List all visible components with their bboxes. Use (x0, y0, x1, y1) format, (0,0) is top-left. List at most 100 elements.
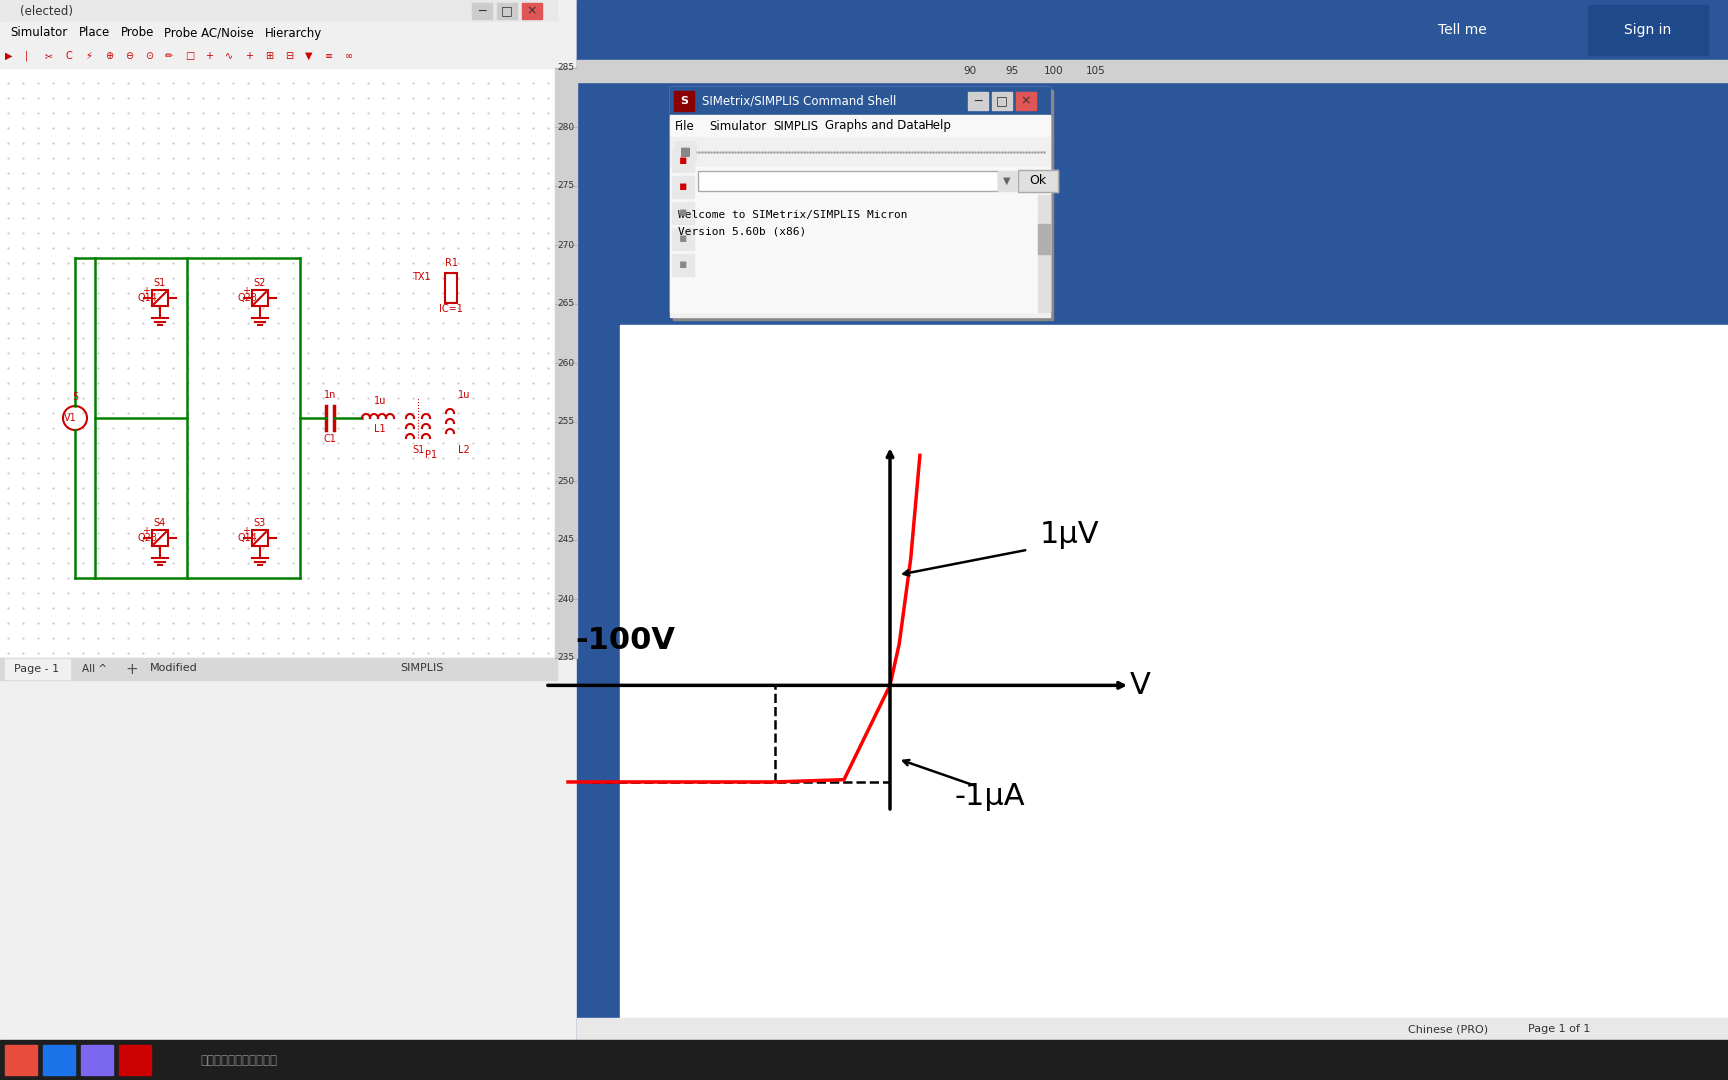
Text: Sign in: Sign in (1624, 23, 1671, 37)
Text: ≡: ≡ (325, 51, 334, 60)
Bar (1018, 170, 1058, 192)
Text: 100: 100 (1044, 66, 1064, 76)
Bar (152, 530, 168, 546)
Text: ∿: ∿ (225, 51, 233, 60)
Text: 275: 275 (558, 181, 575, 190)
Text: Probe: Probe (121, 27, 154, 40)
Text: ▪: ▪ (679, 180, 688, 193)
Text: TX1: TX1 (411, 272, 430, 282)
Text: L2: L2 (458, 445, 470, 455)
Text: Graphs and Data: Graphs and Data (824, 120, 926, 133)
Bar (674, 91, 695, 111)
Text: 这里输入你要搜索的内容: 这里输入你要搜索的内容 (200, 1053, 276, 1067)
Text: 260: 260 (558, 359, 575, 367)
Text: File: File (676, 120, 695, 133)
Text: □: □ (995, 94, 1007, 108)
Text: Chinese (PRO): Chinese (PRO) (1408, 1024, 1488, 1034)
Text: +: + (242, 526, 251, 536)
Text: ■: ■ (679, 147, 689, 157)
Text: Version 5.60b (x86): Version 5.60b (x86) (677, 227, 807, 237)
Bar (446, 273, 456, 303)
Text: C: C (66, 51, 73, 60)
Text: V: V (1130, 671, 1151, 700)
Bar (5, 659, 71, 679)
Text: Ok: Ok (1030, 175, 1047, 188)
Text: 245: 245 (558, 536, 574, 544)
Text: +: + (206, 51, 213, 60)
Text: Page 1 of 1: Page 1 of 1 (1528, 1024, 1590, 1034)
Bar (252, 291, 268, 306)
Text: ✂: ✂ (45, 51, 54, 60)
Text: ⊟: ⊟ (285, 51, 294, 60)
Bar (676, 141, 695, 162)
Text: ▪: ▪ (679, 206, 688, 219)
Bar (577, 60, 1728, 82)
Text: +: + (142, 526, 150, 536)
Text: -100V: -100V (575, 626, 676, 654)
Text: Help: Help (924, 120, 952, 133)
Bar (0, 658, 556, 680)
Text: 5: 5 (73, 392, 78, 402)
Text: SIMPLIS: SIMPLIS (399, 663, 444, 673)
Text: □: □ (185, 51, 194, 60)
Text: 285: 285 (558, 64, 575, 72)
Bar (968, 92, 988, 110)
Bar (0, 44, 556, 68)
Bar (81, 1045, 112, 1075)
Text: V1: V1 (64, 413, 76, 423)
Text: SIMPLIS: SIMPLIS (772, 120, 817, 133)
Text: P1: P1 (425, 450, 437, 460)
Text: ✏: ✏ (164, 51, 173, 60)
Text: 280: 280 (558, 122, 575, 132)
Bar (670, 167, 1051, 195)
Text: ▶: ▶ (5, 51, 12, 60)
Text: 250: 250 (558, 476, 575, 486)
Text: ∞: ∞ (346, 51, 353, 60)
Text: 235: 235 (558, 653, 575, 662)
Text: S: S (681, 96, 688, 106)
Bar (1039, 195, 1051, 312)
Bar (498, 3, 517, 19)
Bar (672, 176, 695, 198)
Text: ─: ─ (479, 4, 486, 17)
Text: ⊖: ⊖ (124, 51, 133, 60)
Bar (672, 254, 695, 276)
Text: ─: ─ (975, 94, 982, 108)
Bar (999, 171, 1016, 191)
Text: Q23: Q23 (238, 293, 257, 303)
Text: 1: 1 (35, 663, 41, 673)
Bar (0, 1040, 1728, 1080)
Bar (676, 141, 695, 162)
Bar (670, 87, 1051, 318)
Text: ×: × (1021, 94, 1032, 108)
Bar (252, 530, 268, 546)
Text: ■: ■ (679, 147, 689, 157)
Text: 1u: 1u (373, 396, 385, 406)
Bar (472, 3, 492, 19)
Bar (676, 141, 695, 162)
Text: |: | (24, 51, 28, 62)
Bar (1588, 5, 1707, 55)
Bar (670, 195, 1051, 312)
Text: +: + (245, 51, 252, 60)
Bar (119, 1045, 150, 1075)
Text: C1: C1 (323, 434, 337, 444)
Bar (676, 141, 695, 162)
Text: ×: × (527, 4, 537, 17)
Bar (577, 0, 1728, 60)
Text: ▪: ▪ (679, 154, 688, 167)
Bar (522, 3, 543, 19)
Bar (1016, 92, 1037, 110)
Text: 1μV: 1μV (1040, 519, 1099, 549)
Text: ⚡: ⚡ (85, 51, 92, 60)
Text: SIMetrix/SIMPLIS Command Shell: SIMetrix/SIMPLIS Command Shell (702, 94, 897, 108)
Text: 1u: 1u (458, 390, 470, 400)
Bar (670, 137, 1051, 167)
Text: +: + (242, 286, 251, 296)
Text: 90: 90 (964, 66, 976, 76)
Text: Modified: Modified (150, 663, 197, 673)
Text: Tell me: Tell me (1438, 23, 1486, 37)
Text: Page - 1: Page - 1 (14, 664, 59, 674)
Text: S2: S2 (254, 278, 266, 288)
Text: Q23: Q23 (138, 534, 157, 543)
